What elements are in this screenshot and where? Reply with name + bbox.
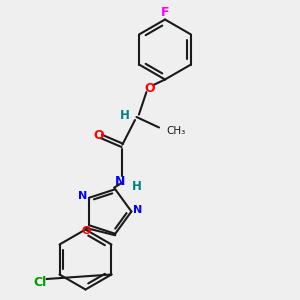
Text: O: O [94,129,104,142]
Text: N: N [115,175,125,188]
Text: N: N [78,191,87,201]
Text: N: N [134,205,142,215]
Text: H: H [120,109,129,122]
Text: CH₃: CH₃ [167,125,186,136]
Text: H: H [132,180,141,193]
Text: Cl: Cl [34,275,47,289]
Text: O: O [82,226,92,236]
Text: F: F [161,5,169,19]
Text: O: O [145,82,155,95]
